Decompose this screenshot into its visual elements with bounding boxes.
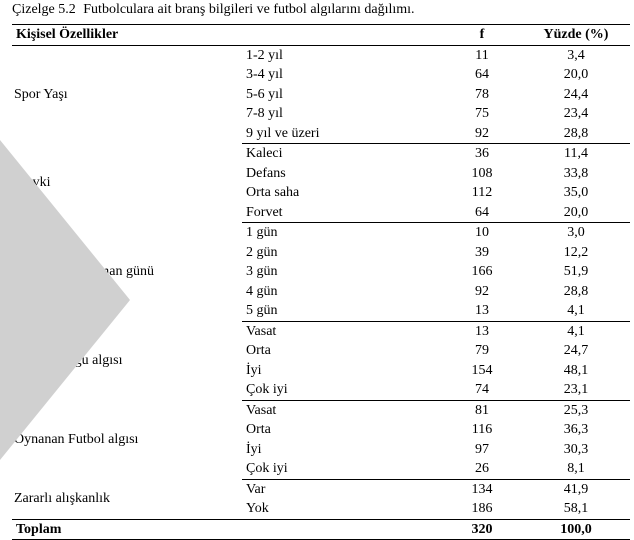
value-cell: Orta	[242, 341, 442, 361]
pct-cell: 25,3	[522, 400, 630, 420]
total-label: Toplam	[12, 519, 442, 540]
pct-cell: 20,0	[522, 65, 630, 85]
attr-cell: Spor Yaşı	[12, 45, 242, 144]
pct-cell: 33,8	[522, 164, 630, 184]
value-cell: Var	[242, 479, 442, 499]
value-cell: 4 gün	[242, 282, 442, 302]
f-cell: 78	[442, 85, 522, 105]
value-cell: 5 gün	[242, 301, 442, 321]
table-row: Spor Yaşı1-2 yıl113,4	[12, 45, 630, 65]
pct-cell: 8,1	[522, 459, 630, 479]
table-row: Zararlı alışkanlıkVar13441,9	[12, 479, 630, 499]
data-table: Kişisel Özellikler f Yüzde (%) Spor Yaşı…	[12, 24, 630, 540]
f-cell: 92	[442, 282, 522, 302]
value-cell: 2 gün	[242, 243, 442, 263]
value-cell: 1 gün	[242, 223, 442, 243]
f-cell: 13	[442, 301, 522, 321]
header-pct: Yüzde (%)	[522, 25, 630, 46]
attr-cell: Mevki	[12, 144, 242, 223]
value-cell: 3 gün	[242, 262, 442, 282]
f-cell: 36	[442, 144, 522, 164]
value-cell: İyi	[242, 361, 442, 381]
f-cell: 154	[442, 361, 522, 381]
f-cell: 108	[442, 164, 522, 184]
table-body: Spor Yaşı1-2 yıl113,43-4 yıl6420,05-6 yı…	[12, 45, 630, 519]
f-cell: 81	[442, 400, 522, 420]
f-cell: 97	[442, 440, 522, 460]
pct-cell: 3,4	[522, 45, 630, 65]
value-cell: 9 yıl ve üzeri	[242, 124, 442, 144]
pct-cell: 28,8	[522, 282, 630, 302]
value-cell: Yok	[242, 499, 442, 519]
total-pct: 100,0	[522, 519, 630, 540]
f-cell: 10	[442, 223, 522, 243]
pct-cell: 58,1	[522, 499, 630, 519]
value-cell: Vasat	[242, 400, 442, 420]
total-f: 320	[442, 519, 522, 540]
caption-label: Çizelge 5.2	[12, 2, 76, 17]
value-cell: Kaleci	[242, 144, 442, 164]
value-cell: Vasat	[242, 321, 442, 341]
value-cell: Defans	[242, 164, 442, 184]
value-cell: Forvet	[242, 203, 442, 223]
pct-cell: 20,0	[522, 203, 630, 223]
caption-text: Futbolculara ait branş bilgileri ve futb…	[83, 2, 414, 17]
pct-cell: 41,9	[522, 479, 630, 499]
pct-cell: 12,2	[522, 243, 630, 263]
header-row: Kişisel Özellikler f Yüzde (%)	[12, 25, 630, 46]
f-cell: 26	[442, 459, 522, 479]
f-cell: 112	[442, 183, 522, 203]
header-f: f	[442, 25, 522, 46]
value-cell: Çok iyi	[242, 380, 442, 400]
table-row: Haftalık antrenman günü1 gün103,0	[12, 223, 630, 243]
pct-cell: 4,1	[522, 301, 630, 321]
value-cell: İyi	[242, 440, 442, 460]
pct-cell: 28,8	[522, 124, 630, 144]
value-cell: Orta	[242, 420, 442, 440]
attr-cell: Zararlı alışkanlık	[12, 479, 242, 519]
f-cell: 64	[442, 65, 522, 85]
pct-cell: 51,9	[522, 262, 630, 282]
f-cell: 186	[442, 499, 522, 519]
total-row: Toplam 320 100,0	[12, 519, 630, 540]
pct-cell: 3,0	[522, 223, 630, 243]
f-cell: 74	[442, 380, 522, 400]
f-cell: 75	[442, 104, 522, 124]
table-row: Oynanan Futbol algısıVasat8125,3	[12, 400, 630, 420]
pct-cell: 24,7	[522, 341, 630, 361]
table-row: Futbolculuğu algısıVasat134,1	[12, 321, 630, 341]
pct-cell: 48,1	[522, 361, 630, 381]
f-cell: 134	[442, 479, 522, 499]
value-cell: 5-6 yıl	[242, 85, 442, 105]
f-cell: 13	[442, 321, 522, 341]
header-attr: Kişisel Özellikler	[12, 25, 442, 46]
table-row: MevkiKaleci3611,4	[12, 144, 630, 164]
f-cell: 92	[442, 124, 522, 144]
pct-cell: 36,3	[522, 420, 630, 440]
f-cell: 166	[442, 262, 522, 282]
pct-cell: 23,4	[522, 104, 630, 124]
f-cell: 116	[442, 420, 522, 440]
attr-cell: Futbolculuğu algısı	[12, 321, 242, 400]
pct-cell: 30,3	[522, 440, 630, 460]
pct-cell: 23,1	[522, 380, 630, 400]
pct-cell: 4,1	[522, 321, 630, 341]
value-cell: 1-2 yıl	[242, 45, 442, 65]
f-cell: 11	[442, 45, 522, 65]
value-cell: 3-4 yıl	[242, 65, 442, 85]
value-cell: Orta saha	[242, 183, 442, 203]
pct-cell: 11,4	[522, 144, 630, 164]
f-cell: 39	[442, 243, 522, 263]
f-cell: 79	[442, 341, 522, 361]
pct-cell: 35,0	[522, 183, 630, 203]
table-caption: Çizelge 5.2 Futbolculara ait branş bilgi…	[0, 0, 634, 24]
value-cell: Çok iyi	[242, 459, 442, 479]
pct-cell: 24,4	[522, 85, 630, 105]
f-cell: 64	[442, 203, 522, 223]
value-cell: 7-8 yıl	[242, 104, 442, 124]
attr-cell: Haftalık antrenman günü	[12, 223, 242, 322]
attr-cell: Oynanan Futbol algısı	[12, 400, 242, 479]
